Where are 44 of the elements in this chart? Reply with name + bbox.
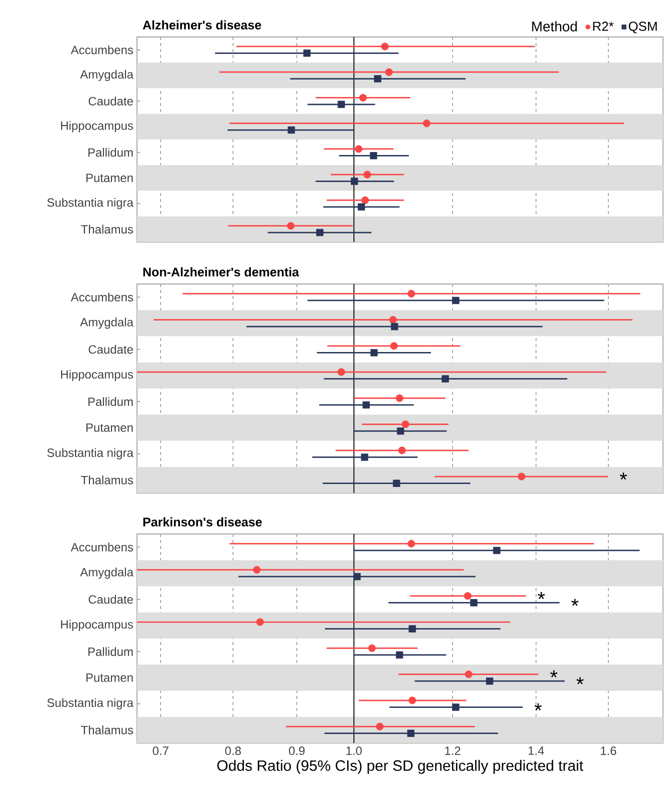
y-tick-label: Caudate [88,594,133,604]
y-tick-label: Amygdala [80,318,134,329]
y-tick-label: Putamen [86,174,133,182]
y-tick-label: Caudate [88,96,133,106]
annotation: * [576,677,584,684]
y-tick-label: Caudate [88,344,133,354]
y-tick-label: Thalamus [81,726,134,734]
chart-title: Alzheimer's disease [142,20,262,30]
chart-title: Parkinson's disease [143,517,262,526]
x-tick-label: 1.6 [600,746,616,756]
y-tick-label: Substantia nigra [47,198,134,210]
x-tick-label: 1.4 [528,746,544,755]
y-tick-label: Pallidum [88,647,133,656]
legend-label: QSM [628,22,657,34]
y-tick-label: Thalamus [81,224,134,234]
annotation: * [550,670,558,678]
chart-title: Non-Alzheimer's dementia [143,267,300,276]
y-tick-label: Hippocampus [61,370,134,382]
y-tick-label: Pallidum [88,397,133,406]
y-tick-label: Hippocampus [61,121,134,132]
y-tick-label: Hippocampus [61,620,134,632]
x-tick-label: 0.9 [288,746,305,756]
y-tick-label: Pallidum [88,148,133,157]
x-tick-label: 1.2 [445,746,460,755]
annotation: * [571,598,578,606]
y-tick-label: Amygdala [80,568,134,579]
y-tick-label: Accumbens [70,292,134,302]
y-tick-label: Thalamus [81,476,134,484]
y-tick-label: Accumbens [70,45,134,54]
annotation: * [538,592,545,600]
x-tick-label: 0.7 [152,746,168,756]
y-tick-label: Amygdala [80,70,134,82]
annotation: * [534,703,542,710]
annotation: * [620,472,627,480]
y-tick-label: Putamen [86,424,133,432]
legend-title: Method [532,21,577,32]
y-tick-label: Putamen [86,674,133,682]
y-tick-label: Substantia nigra [47,448,134,460]
y-tick-label: Substantia nigra [47,698,134,710]
x-tick-label: 1.0 [346,746,362,756]
legend-label: R2* [593,22,614,31]
x-tick-label: 0.8 [225,746,241,756]
y-tick-label: Accumbens [70,542,134,552]
x-axis-title: Odds Ratio (95% CIs) per SD genetically predicted trait [217,760,584,774]
